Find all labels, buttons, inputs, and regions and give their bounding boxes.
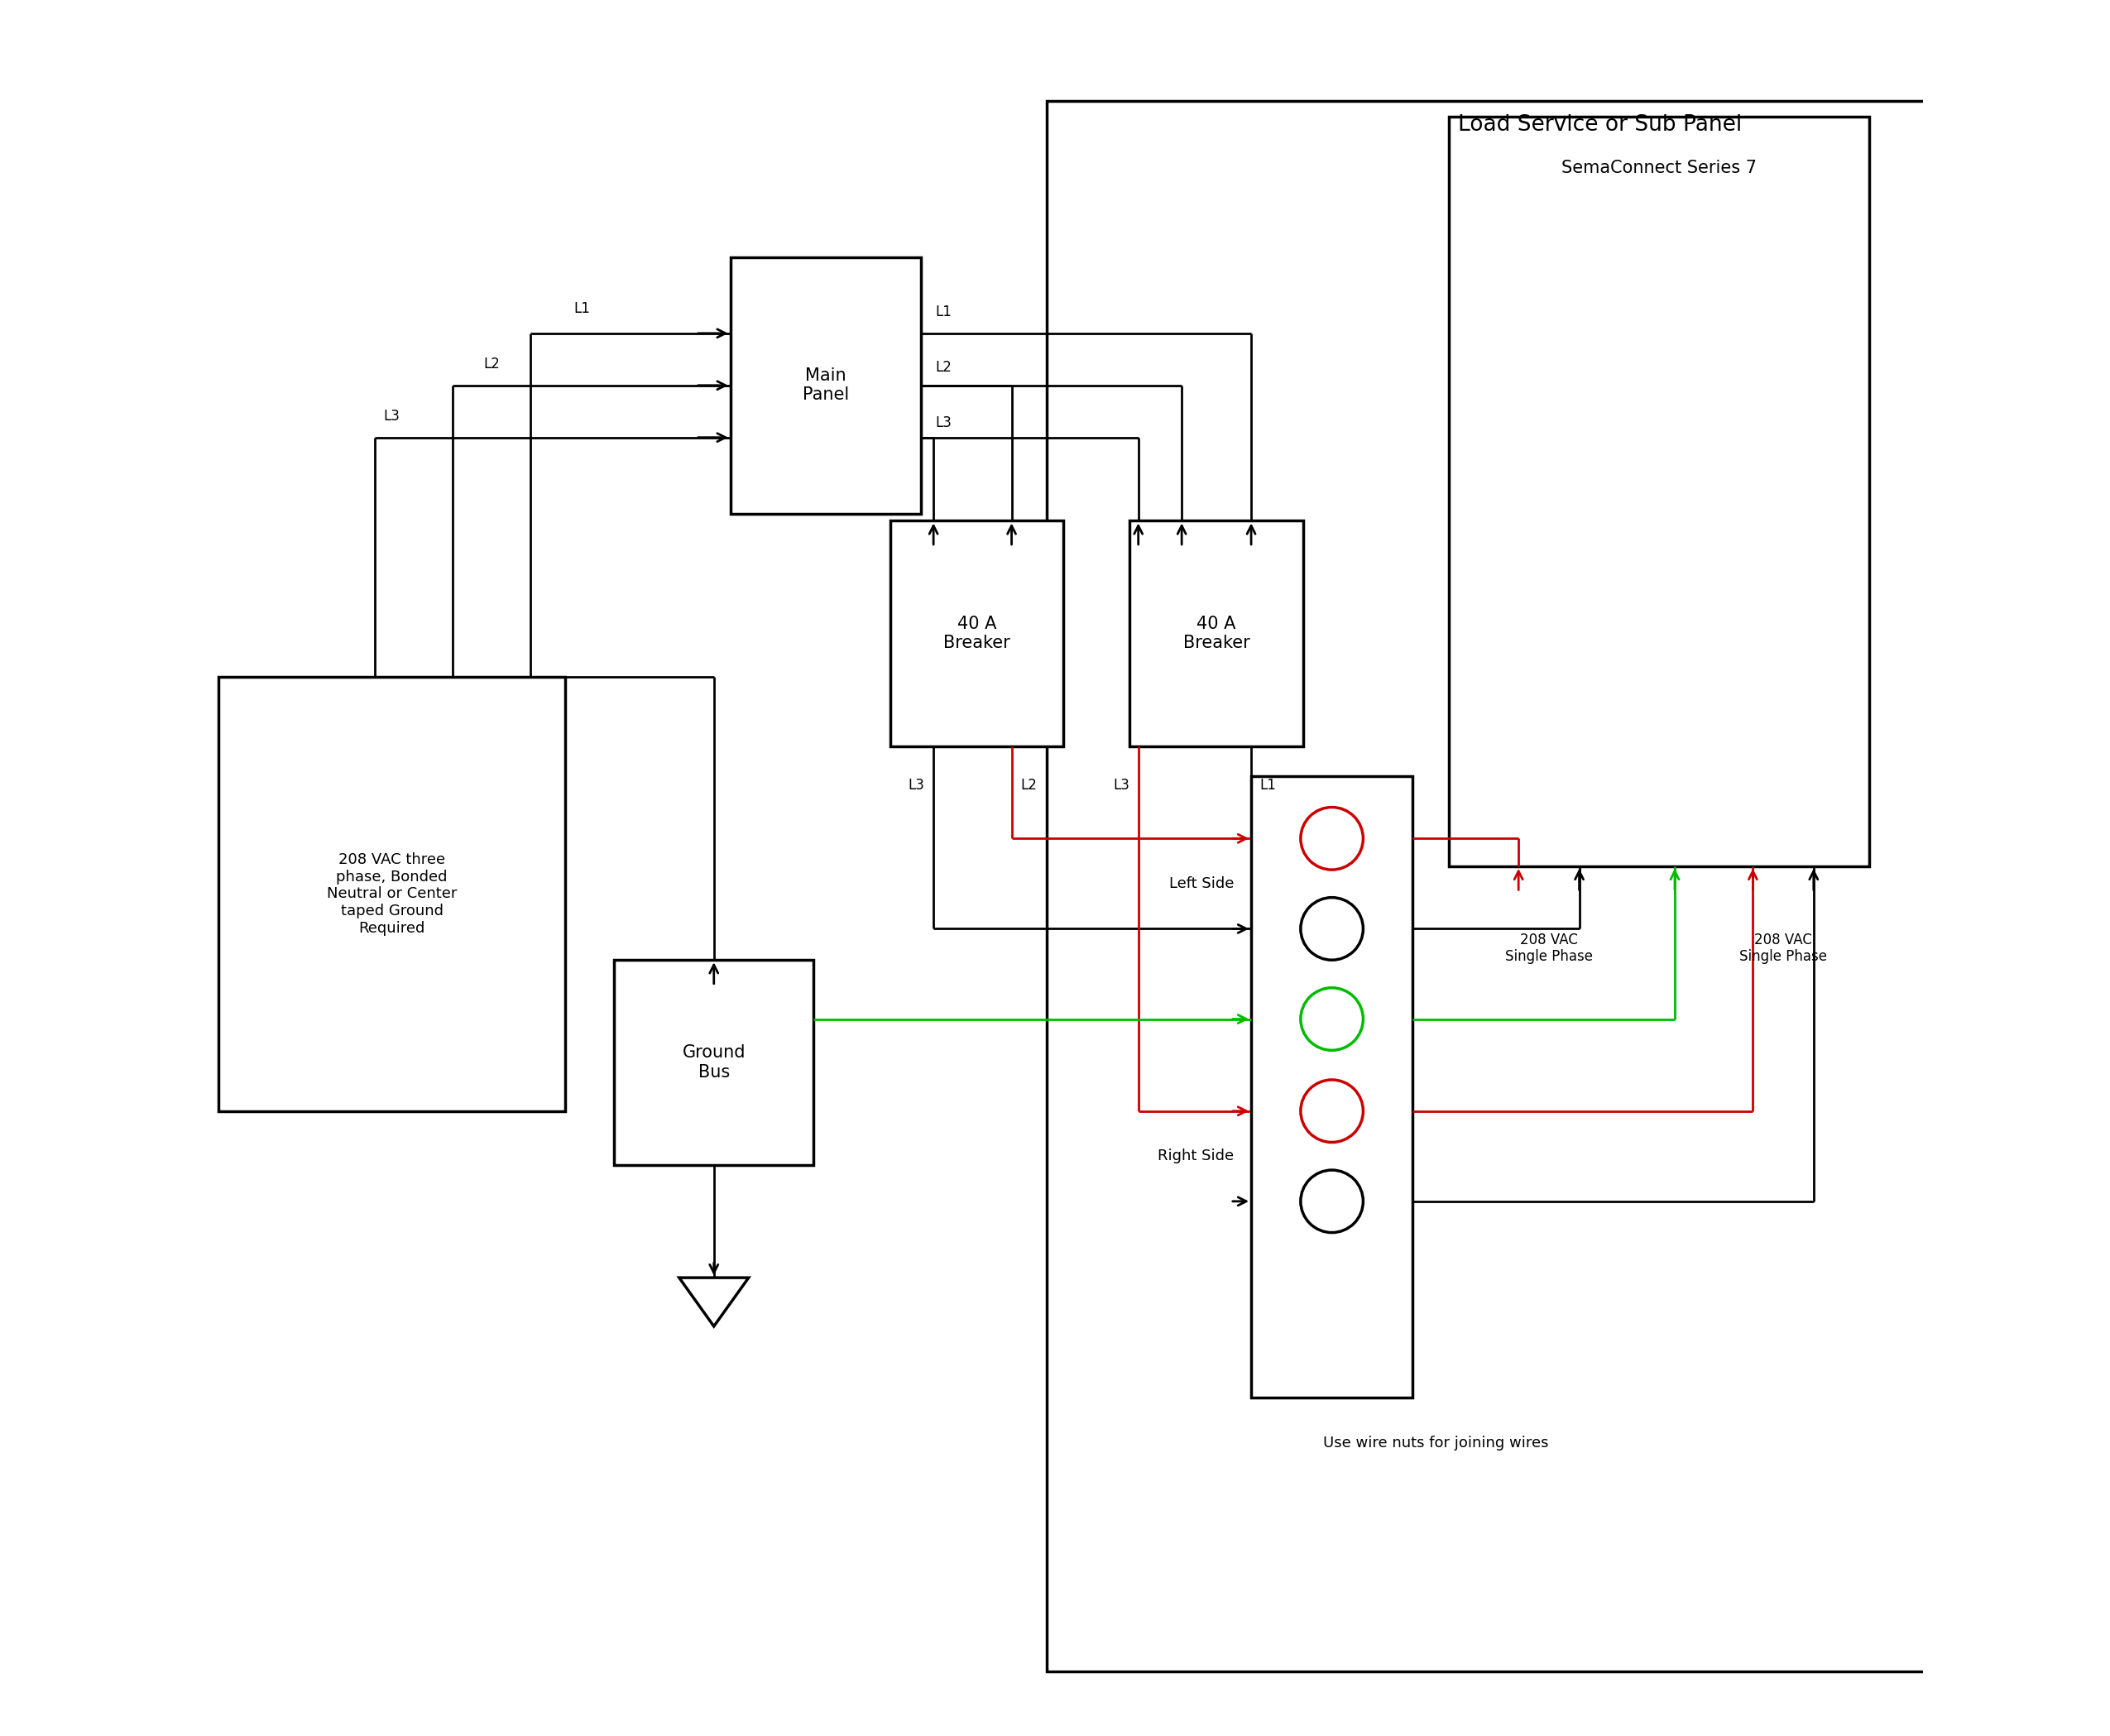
Text: L3: L3 bbox=[907, 778, 924, 793]
Text: L3: L3 bbox=[935, 415, 952, 431]
Bar bbox=[1129, 521, 1304, 746]
Text: Left Side: Left Side bbox=[1169, 877, 1234, 891]
Circle shape bbox=[1300, 1170, 1363, 1233]
Text: 208 VAC three
phase, Bonded
Neutral or Center
taped Ground
Required: 208 VAC three phase, Bonded Neutral or C… bbox=[327, 852, 458, 936]
Text: 208 VAC
Single Phase: 208 VAC Single Phase bbox=[1739, 932, 1827, 963]
Bar bbox=[890, 521, 1063, 746]
Circle shape bbox=[1300, 898, 1363, 960]
Bar bbox=[1251, 776, 1412, 1397]
Text: L2: L2 bbox=[935, 359, 952, 375]
Bar bbox=[730, 257, 922, 514]
Circle shape bbox=[1300, 807, 1363, 870]
Text: L3: L3 bbox=[1114, 778, 1129, 793]
Bar bbox=[217, 677, 565, 1111]
Text: Main
Panel: Main Panel bbox=[802, 368, 848, 403]
Text: 40 A
Breaker: 40 A Breaker bbox=[943, 616, 1011, 651]
Text: L1: L1 bbox=[574, 300, 591, 316]
Bar bbox=[614, 960, 814, 1165]
Text: L2: L2 bbox=[483, 356, 500, 372]
Text: Ground
Bus: Ground Bus bbox=[682, 1045, 745, 1080]
Text: L2: L2 bbox=[1021, 778, 1036, 793]
Text: L1: L1 bbox=[935, 304, 952, 319]
Bar bbox=[1450, 116, 1869, 866]
Text: L3: L3 bbox=[384, 408, 399, 424]
Text: Right Side: Right Side bbox=[1158, 1149, 1234, 1163]
Text: 40 A
Breaker: 40 A Breaker bbox=[1184, 616, 1249, 651]
Text: L1: L1 bbox=[1260, 778, 1277, 793]
Text: SemaConnect Series 7: SemaConnect Series 7 bbox=[1561, 160, 1758, 177]
Text: Load Service or Sub Panel: Load Service or Sub Panel bbox=[1458, 115, 1743, 135]
Circle shape bbox=[1300, 988, 1363, 1050]
Circle shape bbox=[1300, 1080, 1363, 1142]
Text: Use wire nuts for joining wires: Use wire nuts for joining wires bbox=[1323, 1436, 1549, 1451]
Text: 208 VAC
Single Phase: 208 VAC Single Phase bbox=[1504, 932, 1593, 963]
Bar bbox=[1047, 101, 2110, 1672]
Polygon shape bbox=[679, 1278, 749, 1326]
